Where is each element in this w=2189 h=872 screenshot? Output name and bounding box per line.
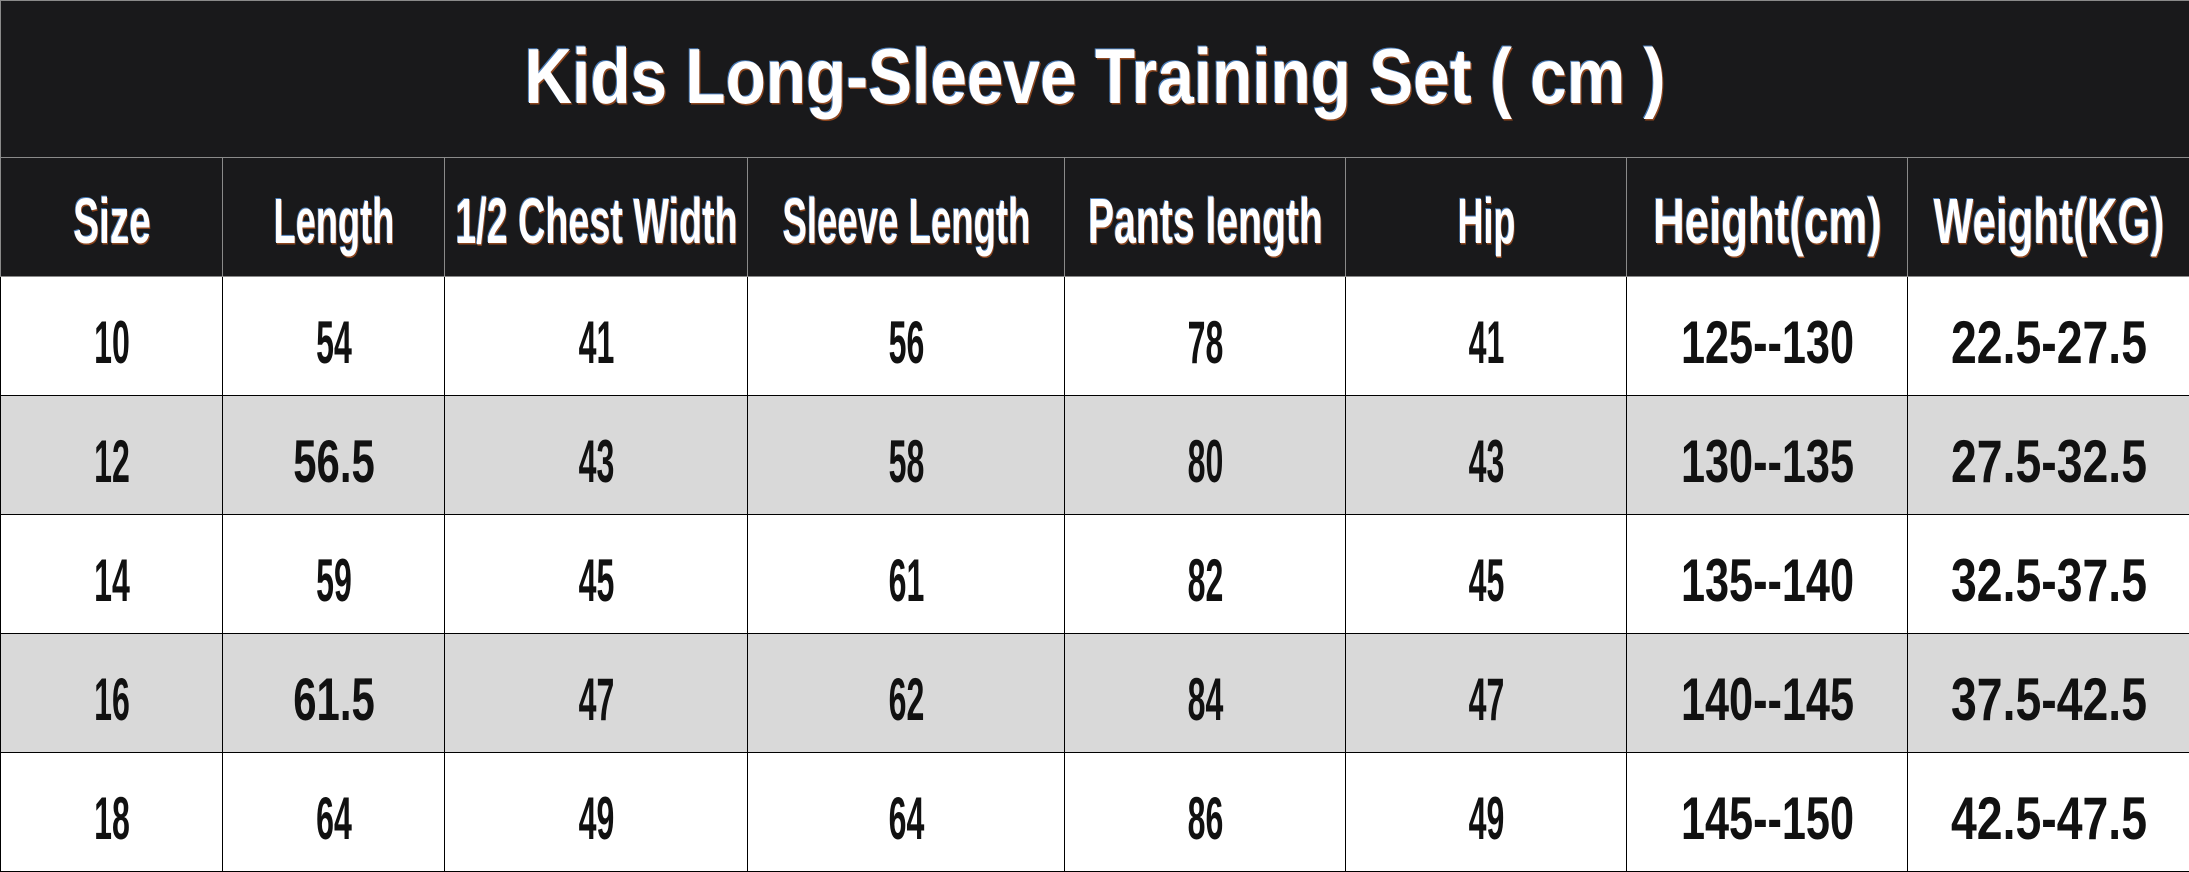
svg-text:135--140: 135--140 bbox=[1681, 547, 1854, 614]
svg-text:Kids Long-Sleeve Training Set: Kids Long-Sleeve Training Set ( cm ) bbox=[525, 32, 1666, 120]
svg-text:80: 80 bbox=[1188, 428, 1224, 495]
svg-text:Weight(KG): Weight(KG) bbox=[1934, 185, 2165, 257]
svg-text:54: 54 bbox=[316, 309, 352, 376]
svg-text:47: 47 bbox=[579, 666, 615, 733]
svg-text:22.5-27.5: 22.5-27.5 bbox=[1951, 309, 2147, 376]
svg-text:84: 84 bbox=[1188, 666, 1224, 733]
svg-text:59: 59 bbox=[316, 547, 352, 614]
svg-text:56: 56 bbox=[889, 309, 925, 376]
svg-text:16: 16 bbox=[94, 666, 130, 733]
svg-text:37.5-42.5: 37.5-42.5 bbox=[1951, 666, 2147, 733]
svg-text:12: 12 bbox=[94, 428, 130, 495]
svg-text:43: 43 bbox=[579, 428, 615, 495]
svg-text:Pants length: Pants length bbox=[1088, 185, 1323, 257]
svg-text:Height(cm): Height(cm) bbox=[1653, 185, 1882, 257]
svg-text:61.5: 61.5 bbox=[293, 666, 375, 733]
svg-text:130--135: 130--135 bbox=[1681, 428, 1854, 495]
svg-text:1/2 Chest Width: 1/2 Chest Width bbox=[455, 185, 737, 257]
svg-text:32.5-37.5: 32.5-37.5 bbox=[1951, 547, 2147, 614]
svg-text:86: 86 bbox=[1188, 785, 1224, 852]
svg-text:49: 49 bbox=[1469, 785, 1505, 852]
svg-text:47: 47 bbox=[1469, 666, 1505, 733]
svg-text:64: 64 bbox=[316, 785, 352, 852]
svg-text:58: 58 bbox=[889, 428, 925, 495]
svg-text:Size: Size bbox=[73, 185, 151, 257]
svg-text:41: 41 bbox=[1469, 309, 1505, 376]
svg-text:145--150: 145--150 bbox=[1681, 785, 1854, 852]
svg-text:56.5: 56.5 bbox=[293, 428, 375, 495]
svg-text:78: 78 bbox=[1188, 309, 1224, 376]
svg-text:61: 61 bbox=[889, 547, 925, 614]
svg-text:125--130: 125--130 bbox=[1681, 309, 1854, 376]
svg-text:62: 62 bbox=[889, 666, 925, 733]
svg-text:64: 64 bbox=[889, 785, 925, 852]
svg-text:Length: Length bbox=[274, 185, 395, 257]
svg-text:14: 14 bbox=[94, 547, 130, 614]
svg-text:18: 18 bbox=[94, 785, 130, 852]
svg-text:49: 49 bbox=[579, 785, 615, 852]
svg-text:43: 43 bbox=[1469, 428, 1505, 495]
svg-text:27.5-32.5: 27.5-32.5 bbox=[1951, 428, 2147, 495]
svg-text:41: 41 bbox=[579, 309, 615, 376]
svg-text:45: 45 bbox=[579, 547, 615, 614]
svg-text:42.5-47.5: 42.5-47.5 bbox=[1951, 785, 2147, 852]
svg-text:140--145: 140--145 bbox=[1681, 666, 1854, 733]
svg-text:82: 82 bbox=[1188, 547, 1224, 614]
svg-text:Sleeve Length: Sleeve Length bbox=[783, 185, 1031, 257]
svg-text:10: 10 bbox=[94, 309, 130, 376]
svg-text:Hip: Hip bbox=[1458, 185, 1516, 257]
svg-text:45: 45 bbox=[1469, 547, 1505, 614]
